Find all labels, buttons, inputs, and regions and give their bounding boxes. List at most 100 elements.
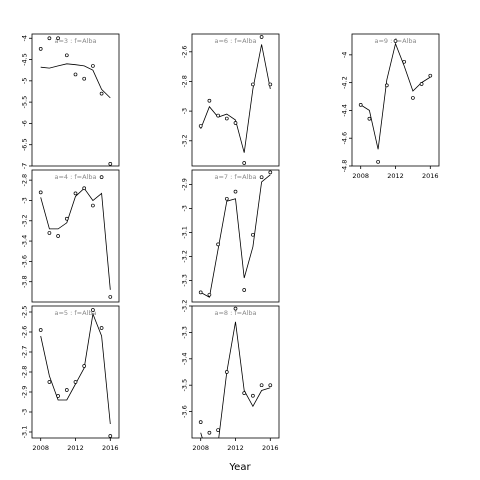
y-tick-label: -2.7: [20, 346, 28, 359]
panel-frame: [191, 305, 280, 439]
data-point: [251, 82, 255, 87]
y-tick-label: -4.2: [340, 76, 348, 89]
x-tick-label: 2016: [422, 172, 439, 180]
panel-plot-area: [198, 35, 273, 165]
data-point: [38, 328, 43, 332]
fit-line: [40, 187, 111, 290]
y-tick-label: -4.5: [20, 53, 28, 66]
panel-plot-area: [38, 175, 113, 299]
data-point: [198, 124, 203, 128]
panel-4: -2.8 -3 -3.2 -3.4 -3.6 -3.8 a=4 : f=Alba: [20, 169, 120, 303]
data-point: [224, 370, 229, 374]
data-point: [99, 91, 104, 96]
y-tick-label: -2.8: [20, 366, 28, 379]
y-tick-label: -4: [20, 35, 28, 41]
y-tick-label: -2.8: [180, 75, 188, 88]
y-tick-label: -2.8: [20, 174, 28, 187]
y-tick-label: -3: [20, 409, 28, 415]
y-tick-label: -4: [340, 52, 348, 58]
data-point: [108, 434, 113, 438]
panel-frame: [31, 305, 120, 439]
fit-line: [200, 44, 271, 153]
panel-frame: [191, 169, 280, 303]
data-point: [402, 59, 407, 64]
data-point: [99, 326, 104, 330]
data-point: [73, 380, 78, 384]
y-tick-label: -2.6: [20, 326, 28, 339]
panel-frame: [191, 33, 280, 167]
y-tick-label: -5.5: [20, 96, 28, 109]
data-point: [216, 428, 220, 432]
y-tick-label: -3.2: [20, 214, 28, 227]
data-point: [64, 388, 69, 392]
y-tick-label: -3.3: [180, 274, 188, 287]
data-point: [251, 393, 255, 398]
data-point: [82, 364, 87, 368]
y-tick-label: -2.5: [20, 306, 28, 319]
data-point: [207, 98, 212, 103]
fit-line: [200, 174, 271, 298]
y-tick-label: -3.5: [180, 379, 188, 392]
panel-plot-area: [358, 39, 433, 164]
panel-plot-area: [38, 36, 113, 166]
data-point: [64, 216, 69, 221]
data-point: [73, 72, 78, 77]
panel-title: a=4 : f=Alba: [55, 173, 97, 181]
data-point: [47, 380, 52, 384]
data-point: [108, 162, 113, 166]
x-tick-label: 2008: [32, 444, 49, 452]
data-point: [233, 121, 238, 125]
y-tick-label: -3.3: [180, 326, 188, 339]
data-point: [64, 53, 69, 58]
data-point: [38, 47, 43, 51]
data-point: [82, 76, 87, 81]
data-point: [242, 288, 247, 292]
data-point: [268, 383, 273, 388]
y-tick-label: -4.6: [340, 132, 348, 145]
data-point: [259, 35, 264, 39]
x-tick-label: 2012: [227, 444, 244, 452]
y-tick-label: -3.1: [20, 426, 28, 439]
data-point: [259, 175, 264, 180]
x-tick-label: 2016: [262, 444, 279, 452]
data-point: [56, 36, 60, 41]
data-point: [99, 175, 104, 179]
data-point: [384, 83, 389, 88]
data-point: [242, 161, 247, 165]
y-tick-label: -5: [20, 78, 28, 84]
data-point: [358, 103, 363, 107]
y-tick-label: -3.2: [180, 134, 188, 147]
data-point: [207, 292, 212, 297]
data-point: [428, 73, 433, 78]
x-axis-label: Year: [228, 462, 251, 473]
data-point: [82, 186, 87, 191]
data-point: [268, 82, 273, 87]
data-point: [56, 234, 60, 238]
fit-line: [360, 42, 431, 150]
panel-plot-area: [198, 170, 273, 298]
data-point: [233, 189, 238, 194]
panel-title: a=7 : f=Alba: [215, 173, 257, 181]
panel-2: -2.6 -2.8 -3 -3.2 a=6 : f=Alba: [180, 33, 280, 167]
y-tick-label: -3: [180, 108, 188, 114]
fit-line: [200, 321, 271, 438]
data-point: [198, 420, 203, 425]
data-point: [56, 394, 60, 398]
data-point: [73, 191, 78, 196]
panel-1: -4 -4.5 -5 -5.5 -6 -6.5 -7 a=3 : f=Alba: [20, 33, 120, 169]
y-tick-label: -3.8: [20, 275, 28, 288]
data-point: [108, 295, 113, 299]
y-tick-label: -4.4: [340, 104, 348, 117]
data-point: [367, 116, 372, 121]
y-tick-label: -7: [20, 163, 28, 169]
x-tick-label: 2008: [352, 172, 369, 180]
fit-line: [40, 63, 111, 99]
data-point: [198, 290, 203, 295]
x-tick-label: 2008: [192, 444, 209, 452]
y-tick-label: -3.2: [180, 300, 188, 313]
data-point: [259, 383, 264, 388]
y-tick-label: -6: [20, 120, 28, 126]
panel-title: a=6 : f=Alba: [215, 37, 257, 45]
